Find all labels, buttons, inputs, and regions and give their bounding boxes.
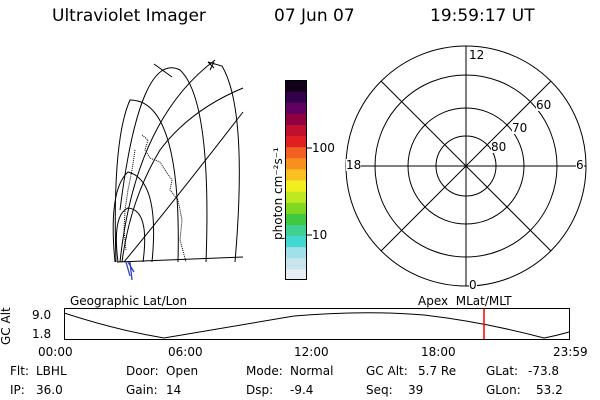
color-swatch xyxy=(285,113,307,125)
apex-label: Apex MLat/MLT xyxy=(418,294,512,308)
color-swatch xyxy=(285,80,307,92)
colorbar-tick-label: 10 xyxy=(312,228,328,242)
limb-arc xyxy=(119,67,208,263)
glat-value: -73.8 xyxy=(528,364,560,378)
mlt-label-dawn: 6 xyxy=(576,158,584,172)
limb-arc xyxy=(207,61,240,263)
coastline xyxy=(141,134,187,263)
color-swatch xyxy=(285,235,307,248)
color-swatch xyxy=(285,91,307,103)
spacecraft-footprint xyxy=(125,261,135,281)
color-swatch xyxy=(285,224,307,237)
color-swatch xyxy=(285,180,307,192)
limb-arc xyxy=(114,99,179,263)
instrument-title: Ultraviolet Imager xyxy=(52,6,206,26)
time-tick: 23:59 xyxy=(553,345,588,359)
lat-label: 60 xyxy=(536,98,552,112)
color-scale-bar xyxy=(285,80,307,280)
mlt-label-midnight: 0 xyxy=(469,278,477,292)
flt-key: Flt: xyxy=(10,364,29,378)
door-key: Door: xyxy=(126,364,159,378)
mlt-label-dusk: 18 xyxy=(346,158,362,172)
altitude-curve xyxy=(64,312,570,339)
color-swatch xyxy=(285,157,307,170)
colorbar-tick-label: 100 xyxy=(312,141,335,155)
geographic-label: Geographic Lat/Lon xyxy=(70,294,188,308)
color-swatch xyxy=(285,168,307,181)
time-tick: 18:00 xyxy=(421,345,456,359)
color-swatch xyxy=(285,202,307,214)
time-tick: 00:00 xyxy=(38,345,73,359)
color-swatch xyxy=(285,191,307,203)
coastline xyxy=(123,149,136,251)
limb-arc xyxy=(115,207,146,263)
altitude-axis-label: GC Alt xyxy=(0,307,13,345)
observation-date: 07 Jun 07 xyxy=(274,6,355,26)
altitude-tick: 1.8 xyxy=(32,327,52,341)
color-swatch xyxy=(285,257,307,270)
polar-plot xyxy=(345,45,587,287)
color-swatch xyxy=(285,246,307,259)
ip-key: IP: xyxy=(10,383,25,397)
seq-key: Seq: xyxy=(366,383,393,397)
observation-time: 19:59:17 UT xyxy=(430,6,535,26)
equator-line xyxy=(116,256,244,263)
time-tick: 06:00 xyxy=(168,345,203,359)
limb-arc xyxy=(112,171,155,263)
mlt-diagonal xyxy=(380,80,552,252)
colorbar-unit-label: photon cm⁻²s⁻¹ xyxy=(271,147,285,240)
color-swatch xyxy=(285,124,307,137)
lon-line xyxy=(123,111,244,263)
flt-value: LBHL xyxy=(36,364,67,378)
glat-key: GLat: xyxy=(486,364,519,378)
mode-key: Mode: xyxy=(246,364,283,378)
lat-line xyxy=(121,87,244,263)
color-swatch xyxy=(285,268,307,280)
lat-label: 80 xyxy=(491,140,507,154)
color-swatch xyxy=(285,146,307,159)
color-swatch xyxy=(285,102,307,114)
mlt-label-noon: 12 xyxy=(469,48,485,62)
mode-value: Normal xyxy=(290,364,334,378)
ip-value: 36.0 xyxy=(36,383,63,397)
color-scale-ticks xyxy=(307,147,312,236)
gcalt-value: 5.7 Re xyxy=(418,364,457,378)
color-swatch xyxy=(285,213,307,225)
color-swatch xyxy=(285,135,307,148)
lat-line xyxy=(119,59,216,263)
glon-key: GLon: xyxy=(486,383,521,397)
glon-value: 53.2 xyxy=(536,383,563,397)
dsp-key: Dsp: xyxy=(246,383,274,397)
lat-label: 70 xyxy=(512,121,528,135)
gcalt-key: GC Alt: xyxy=(366,364,408,378)
seq-value: 39 xyxy=(408,383,424,397)
gain-key: Gain: xyxy=(126,383,158,397)
time-tick: 12:00 xyxy=(294,345,329,359)
orbit-timeline xyxy=(64,308,570,340)
dsp-value: -9.4 xyxy=(290,383,314,397)
north-marker xyxy=(207,61,215,71)
gain-value: 14 xyxy=(166,383,182,397)
altitude-tick: 9.0 xyxy=(32,308,52,322)
door-value: Open xyxy=(166,364,199,378)
